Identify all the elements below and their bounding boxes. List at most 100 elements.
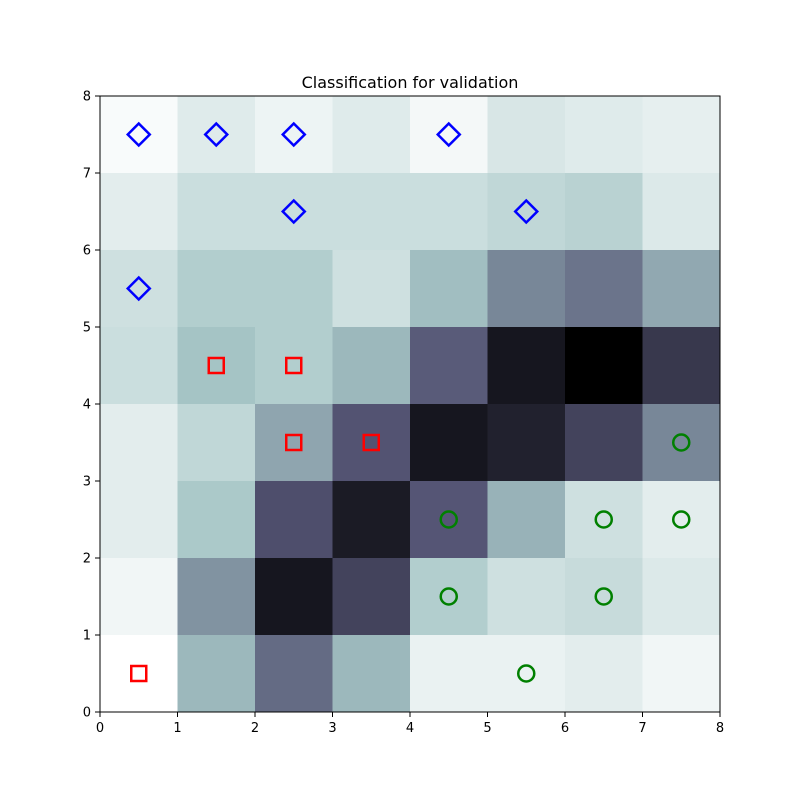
diamond-marker <box>513 198 540 225</box>
x-tick-label: 5 <box>483 721 491 736</box>
heatmap-cell <box>332 481 410 558</box>
square-marker <box>362 433 380 452</box>
heatmap-cell <box>642 635 720 712</box>
heatmap-cell <box>332 635 410 712</box>
heatmap-cell <box>255 96 333 173</box>
x-tick-label: 4 <box>406 721 414 736</box>
circle-marker <box>594 587 613 606</box>
heatmap-cell <box>565 635 643 712</box>
heatmap-cell <box>410 404 488 481</box>
heatmap-cell <box>565 404 643 481</box>
heatmap-cell <box>410 558 488 635</box>
heatmap-cell <box>642 250 720 327</box>
heatmap-cell <box>255 173 333 250</box>
heatmap-cell <box>487 327 565 404</box>
heatmap-cell <box>255 404 333 481</box>
circle-marker <box>672 510 691 529</box>
square-marker <box>285 433 303 452</box>
heatmap-cell <box>642 96 720 173</box>
circle-marker <box>672 433 691 452</box>
y-tick-label: 2 <box>83 552 91 567</box>
x-tick-label: 2 <box>251 721 259 736</box>
diamond-marker <box>203 121 230 148</box>
circle-marker <box>594 510 613 529</box>
heatmap-cell <box>410 481 488 558</box>
diamond-marker <box>125 275 152 302</box>
heatmap-cell <box>642 558 720 635</box>
y-tick-label: 4 <box>83 398 91 413</box>
heatmap-cell <box>565 96 643 173</box>
square-marker <box>285 356 303 375</box>
heatmap-cell <box>410 250 488 327</box>
heatmap-cell <box>100 404 178 481</box>
heatmap-cell <box>177 558 255 635</box>
heatmap-cell <box>255 635 333 712</box>
heatmap-cell <box>565 327 643 404</box>
heatmap-cell <box>100 327 178 404</box>
heatmap-cell <box>565 481 643 558</box>
circle-marker <box>439 510 458 529</box>
x-tick-label: 8 <box>716 721 724 736</box>
x-tick-label: 7 <box>638 721 646 736</box>
heatmap-cell <box>487 250 565 327</box>
diamond-marker <box>125 121 152 148</box>
heatmap-cell <box>487 96 565 173</box>
y-tick-label: 1 <box>83 629 91 644</box>
x-axis: 0 1 2 3 4 5 6 7 8 <box>96 712 724 736</box>
diamond-marker <box>435 121 462 148</box>
heatmap-cell <box>565 558 643 635</box>
heatmap-cell <box>100 96 178 173</box>
heatmap-cell <box>177 250 255 327</box>
diamond-marker <box>280 198 307 225</box>
y-tick-label: 8 <box>83 90 91 105</box>
marker-layer <box>125 121 691 683</box>
heatmap-cell <box>332 250 410 327</box>
y-tick-label: 5 <box>83 321 91 336</box>
heatmap-cell <box>565 173 643 250</box>
heatmap-cell <box>332 404 410 481</box>
heatmap-cell <box>100 481 178 558</box>
heatmap-cell <box>177 404 255 481</box>
heatmap-cell <box>487 481 565 558</box>
y-axis: 0 1 2 3 4 5 6 7 8 <box>83 90 100 721</box>
heatmap-cells <box>100 96 720 712</box>
heatmap-cell <box>487 558 565 635</box>
heatmap-cell <box>255 558 333 635</box>
heatmap-cell <box>487 173 565 250</box>
heatmap-cell <box>177 96 255 173</box>
heatmap-cell <box>100 250 178 327</box>
x-tick-label: 1 <box>173 721 181 736</box>
square-marker <box>130 664 148 683</box>
heatmap-cell <box>255 250 333 327</box>
square-marker <box>207 356 225 375</box>
heatmap-cell <box>177 481 255 558</box>
chart-title: Classification for validation <box>302 73 519 92</box>
heatmap-cell <box>332 173 410 250</box>
y-tick-label: 7 <box>83 167 91 182</box>
heatmap-cell <box>410 635 488 712</box>
x-tick-label: 0 <box>96 721 104 736</box>
heatmap-cell <box>100 558 178 635</box>
heatmap-cell <box>565 250 643 327</box>
heatmap-cell <box>642 404 720 481</box>
x-tick-label: 3 <box>328 721 336 736</box>
y-tick-label: 0 <box>83 706 91 721</box>
diamond-marker <box>280 121 307 148</box>
heatmap-cell <box>410 327 488 404</box>
heatmap-cell <box>642 173 720 250</box>
heatmap-cell <box>332 96 410 173</box>
heatmap-cell <box>100 635 178 712</box>
heatmap-cell <box>177 327 255 404</box>
heatmap-cell <box>642 327 720 404</box>
y-tick-label: 6 <box>83 244 91 259</box>
heatmap-cell <box>177 635 255 712</box>
heatmap-cell <box>100 173 178 250</box>
heatmap-cell <box>487 404 565 481</box>
heatmap-cell <box>255 481 333 558</box>
y-tick-label: 3 <box>83 475 91 490</box>
heatmap-cell <box>255 327 333 404</box>
heatmap-cell <box>410 96 488 173</box>
heatmap-cell <box>177 173 255 250</box>
heatmap-cell <box>487 635 565 712</box>
